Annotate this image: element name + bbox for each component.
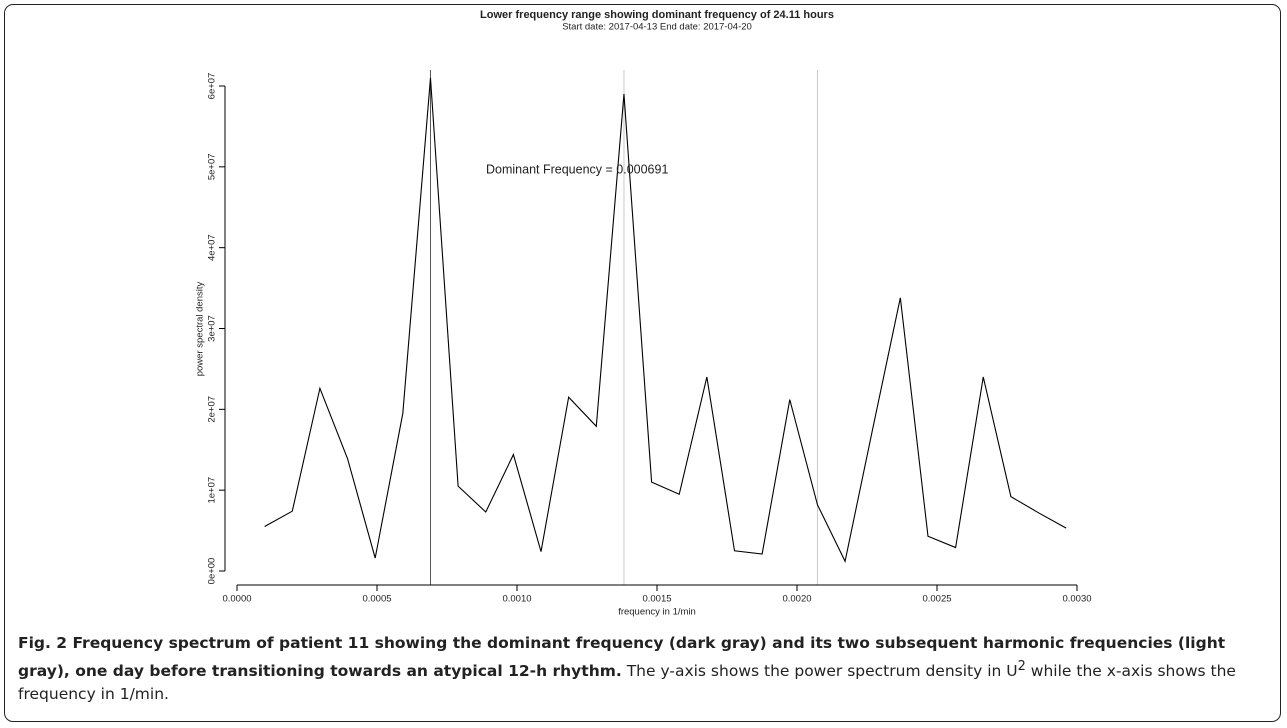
x-tick-label: 0.0005 xyxy=(362,594,391,605)
caption: Fig. 2 Frequency spectrum of patient 11 … xyxy=(18,632,1273,706)
caption-text-end: while the x-axis shows the frequency in … xyxy=(18,662,1236,704)
annotation: Dominant Frequency = 0.000691 xyxy=(486,162,668,176)
figure-frame xyxy=(4,4,1281,722)
chart: Lower frequency range showing dominant f… xyxy=(195,9,1092,618)
y-tick-label: 1e+07 xyxy=(207,477,218,504)
x-tick-label: 0.0010 xyxy=(502,594,531,605)
y-tick-label: 5e+07 xyxy=(207,153,218,180)
y-tick-label: 3e+07 xyxy=(207,315,218,342)
y-tick-label: 0e+00 xyxy=(207,558,218,585)
spectrum-line xyxy=(264,77,1067,563)
x-tick-label: 0.0015 xyxy=(642,594,671,605)
caption-text: The y-axis shows the power spectrum dens… xyxy=(621,662,1018,681)
x-tick-label: 0.0025 xyxy=(922,594,951,605)
y-tick-label: 2e+07 xyxy=(207,396,218,423)
caption-sup: 2 xyxy=(1017,659,1026,674)
y-tick-label: 6e+07 xyxy=(207,73,218,100)
x-tick-label: 0.0000 xyxy=(222,594,251,605)
y-tick-label: 4e+07 xyxy=(207,234,218,261)
chart-title: Lower frequency range showing dominant f… xyxy=(480,9,834,21)
chart-subtitle: Start date: 2017-04-13 End date: 2017-04… xyxy=(562,22,752,33)
x-tick-label: 0.0020 xyxy=(782,594,811,605)
x-tick-label: 0.0030 xyxy=(1062,594,1091,605)
y-axis-label: power spectral density xyxy=(195,281,206,376)
caption-bold: Fig. 2 Frequency spectrum of patient 11 … xyxy=(18,634,1226,681)
x-axis-label: frequency in 1/min xyxy=(618,607,696,618)
